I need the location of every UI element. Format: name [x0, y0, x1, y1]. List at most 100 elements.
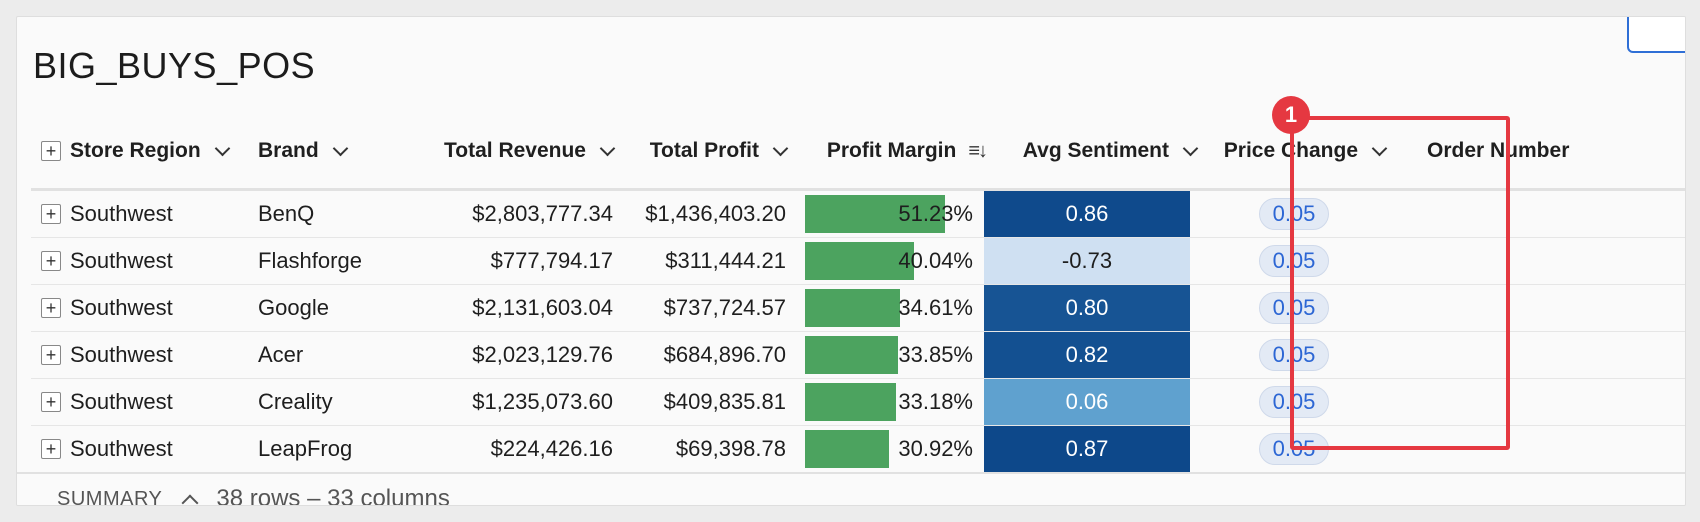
- cell-text: Acer: [258, 342, 304, 367]
- table-row[interactable]: + Southwest Creality $1,235,073.60 $409,…: [31, 379, 1685, 426]
- cell-price-change: 0.05: [1191, 426, 1397, 472]
- chevron-down-icon[interactable]: [1182, 140, 1199, 156]
- column-header-profit-margin[interactable]: Profit Margin ≡↓: [801, 114, 988, 188]
- column-header-store-region[interactable]: + Store Region: [41, 114, 241, 188]
- cell-total-profit: $409,835.81: [631, 379, 786, 425]
- cell-profit-margin: 34.61%: [805, 285, 983, 331]
- table-row[interactable]: + Southwest Acer $2,023,129.76 $684,896.…: [31, 332, 1685, 379]
- table-row[interactable]: + Southwest Flashforge $777,794.17 $311,…: [31, 238, 1685, 285]
- table-row[interactable]: + Southwest LeapFrog $224,426.16 $69,398…: [31, 426, 1685, 473]
- cell-text: $2,803,777.34: [472, 201, 613, 226]
- expand-row-icon[interactable]: +: [41, 439, 61, 459]
- cell-text: Southwest: [70, 389, 173, 414]
- price-change-pill[interactable]: 0.05: [1259, 433, 1329, 465]
- cell-store-region: + Southwest: [41, 238, 241, 284]
- cell-text: 34.61%: [898, 295, 973, 320]
- chevron-down-icon[interactable]: [772, 140, 789, 156]
- cell-brand: LeapFrog: [258, 426, 408, 472]
- column-header-brand[interactable]: Brand: [258, 114, 408, 188]
- cell-brand: Google: [258, 285, 408, 331]
- cell-text: $69,398.78: [675, 436, 786, 461]
- profit-margin-bar: [805, 195, 945, 233]
- cell-total-profit: $1,436,403.20: [631, 191, 786, 237]
- cell-avg-sentiment: 0.86: [984, 191, 1190, 237]
- cell-order-number: [1421, 191, 1671, 237]
- column-label: Avg Sentiment: [1022, 139, 1169, 162]
- cell-order-number: [1421, 285, 1671, 331]
- cell-text: Creality: [258, 389, 333, 414]
- chevron-down-icon[interactable]: [1371, 140, 1388, 156]
- cell-total-revenue: $2,803,777.34: [421, 191, 613, 237]
- cell-brand: BenQ: [258, 191, 408, 237]
- chevron-down-icon[interactable]: [332, 140, 348, 156]
- column-label: Store Region: [70, 139, 201, 162]
- column-header-avg-sentiment[interactable]: Avg Sentiment: [1006, 114, 1199, 188]
- sort-descending-icon[interactable]: ≡↓: [968, 139, 988, 162]
- summary-label[interactable]: SUMMARY: [57, 487, 163, 506]
- cell-total-revenue: $2,131,603.04: [421, 285, 613, 331]
- column-header-total-revenue[interactable]: Total Revenue: [421, 114, 616, 188]
- cell-brand: Creality: [258, 379, 408, 425]
- expand-all-icon[interactable]: +: [41, 141, 61, 161]
- cell-text: -0.73: [1061, 248, 1113, 273]
- cell-profit-margin: 40.04%: [805, 238, 983, 284]
- cell-avg-sentiment: -0.73: [984, 238, 1190, 284]
- column-label: Brand: [258, 139, 319, 162]
- cell-avg-sentiment: 0.80: [984, 285, 1190, 331]
- cell-text: $777,794.17: [490, 248, 613, 273]
- cell-price-change: 0.05: [1191, 332, 1397, 378]
- cell-total-profit: $684,896.70: [631, 332, 786, 378]
- table-card: BIG_BUYS_POS + Store Region Brand Total …: [16, 16, 1686, 506]
- column-header-total-profit[interactable]: Total Profit: [631, 114, 789, 188]
- column-label: Price Change: [1223, 139, 1358, 162]
- cell-order-number: [1421, 238, 1671, 284]
- cell-text: $684,896.70: [663, 342, 786, 367]
- cell-text: LeapFrog: [258, 436, 353, 461]
- cell-profit-margin: 33.85%: [805, 332, 983, 378]
- column-label: Profit Margin: [826, 139, 957, 162]
- cell-price-change: 0.05: [1191, 379, 1397, 425]
- header-row: + Store Region Brand Total Revenue Total…: [31, 114, 1685, 191]
- annotation-badge: 1: [1272, 96, 1310, 134]
- cell-text: Southwest: [70, 295, 173, 320]
- cell-order-number: [1421, 426, 1671, 472]
- data-grid: + Store Region Brand Total Revenue Total…: [31, 114, 1685, 473]
- chevron-down-icon[interactable]: [599, 140, 616, 156]
- cell-text: Southwest: [70, 436, 173, 461]
- cell-text: 0.82: [1065, 342, 1109, 367]
- cell-text: Southwest: [70, 201, 173, 226]
- chevron-down-icon[interactable]: [214, 140, 230, 156]
- column-header-order-number[interactable]: Order Number: [1427, 114, 1677, 188]
- table-row[interactable]: + Southwest BenQ $2,803,777.34 $1,436,40…: [31, 191, 1685, 238]
- cell-total-revenue: $777,794.17: [421, 238, 613, 284]
- expand-row-icon[interactable]: +: [41, 251, 61, 271]
- cell-text: Southwest: [70, 248, 173, 273]
- table-body: + Southwest BenQ $2,803,777.34 $1,436,40…: [31, 191, 1685, 473]
- price-change-pill[interactable]: 0.05: [1259, 292, 1329, 324]
- toolbar-button[interactable]: [1627, 17, 1685, 53]
- price-change-pill[interactable]: 0.05: [1259, 386, 1329, 418]
- cell-text: 0.06: [1065, 389, 1109, 414]
- page-title: BIG_BUYS_POS: [33, 45, 316, 86]
- cell-text: BenQ: [258, 201, 315, 226]
- cell-price-change: 0.05: [1191, 191, 1397, 237]
- expand-row-icon[interactable]: +: [41, 204, 61, 224]
- expand-row-icon[interactable]: +: [41, 345, 61, 365]
- chevron-up-icon[interactable]: [181, 494, 199, 505]
- cell-avg-sentiment: 0.06: [984, 379, 1190, 425]
- cell-brand: Flashforge: [258, 238, 408, 284]
- cell-text: 0.87: [1065, 436, 1109, 461]
- cell-avg-sentiment: 0.87: [984, 426, 1190, 472]
- expand-row-icon[interactable]: +: [41, 392, 61, 412]
- price-change-pill[interactable]: 0.05: [1259, 198, 1329, 230]
- cell-text: 40.04%: [898, 248, 973, 273]
- expand-row-icon[interactable]: +: [41, 298, 61, 318]
- price-change-pill[interactable]: 0.05: [1259, 339, 1329, 371]
- table-row[interactable]: + Southwest Google $2,131,603.04 $737,72…: [31, 285, 1685, 332]
- cell-store-region: + Southwest: [41, 426, 241, 472]
- price-change-pill[interactable]: 0.05: [1259, 245, 1329, 277]
- cell-text: Flashforge: [258, 248, 362, 273]
- column-label: Total Revenue: [444, 139, 586, 162]
- cell-text: $1,235,073.60: [472, 389, 613, 414]
- column-label: Order Number: [1427, 139, 1570, 162]
